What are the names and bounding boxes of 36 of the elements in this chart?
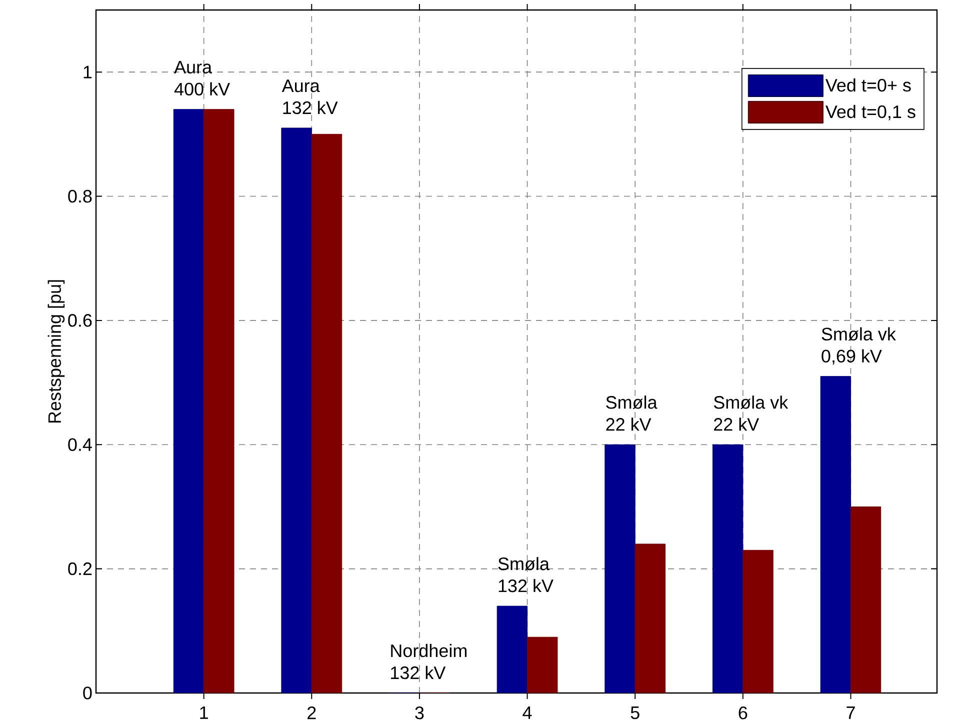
y-tick-label: 0.2 [68, 562, 92, 576]
annotation: Smøla vk [822, 327, 896, 341]
bar [820, 376, 851, 693]
annotation: 400 kV [174, 82, 230, 96]
y-tick-label: 0.4 [68, 438, 92, 451]
y-axis-title: Restspenning [pu] [48, 280, 65, 423]
annotation: 132 kV [391, 666, 446, 680]
x-tick-label: 3 [415, 706, 424, 720]
x-tick-label: 2 [308, 706, 316, 720]
legend-label: Ved t=0+ s [825, 78, 911, 92]
bar [496, 606, 528, 693]
bar [712, 444, 744, 693]
x-tick-label: 7 [846, 706, 855, 719]
y-tick-label: 1 [84, 66, 92, 78]
annotation: Smøla vk [714, 396, 788, 409]
y-tick-label: 0.6 [68, 314, 92, 327]
x-tick-label: 1 [200, 706, 208, 719]
annotation: 22 kV [606, 418, 652, 431]
bar [604, 444, 636, 693]
annotation: Aura [282, 80, 320, 92]
annotation: Nordheim [391, 644, 466, 658]
annotation: 132 kV [283, 100, 338, 114]
annotation: Smøla [606, 396, 658, 409]
x-tick-label: 4 [522, 706, 532, 719]
annotation: 22 kV [714, 418, 760, 431]
annotation: 0,69 kV [822, 349, 882, 365]
annotation: Smøla [498, 557, 550, 570]
annotation: 132 kV [498, 579, 554, 592]
bar [281, 128, 312, 693]
y-tick-label: 0.8 [68, 190, 92, 203]
y-tick-label: 0 [83, 686, 92, 700]
legend-label: Ved t=0,1 s [825, 104, 916, 120]
x-tick-label: 6 [738, 706, 748, 720]
x-tick-label: 5 [630, 706, 640, 720]
annotation: Aura [174, 60, 212, 74]
bar [173, 109, 204, 693]
